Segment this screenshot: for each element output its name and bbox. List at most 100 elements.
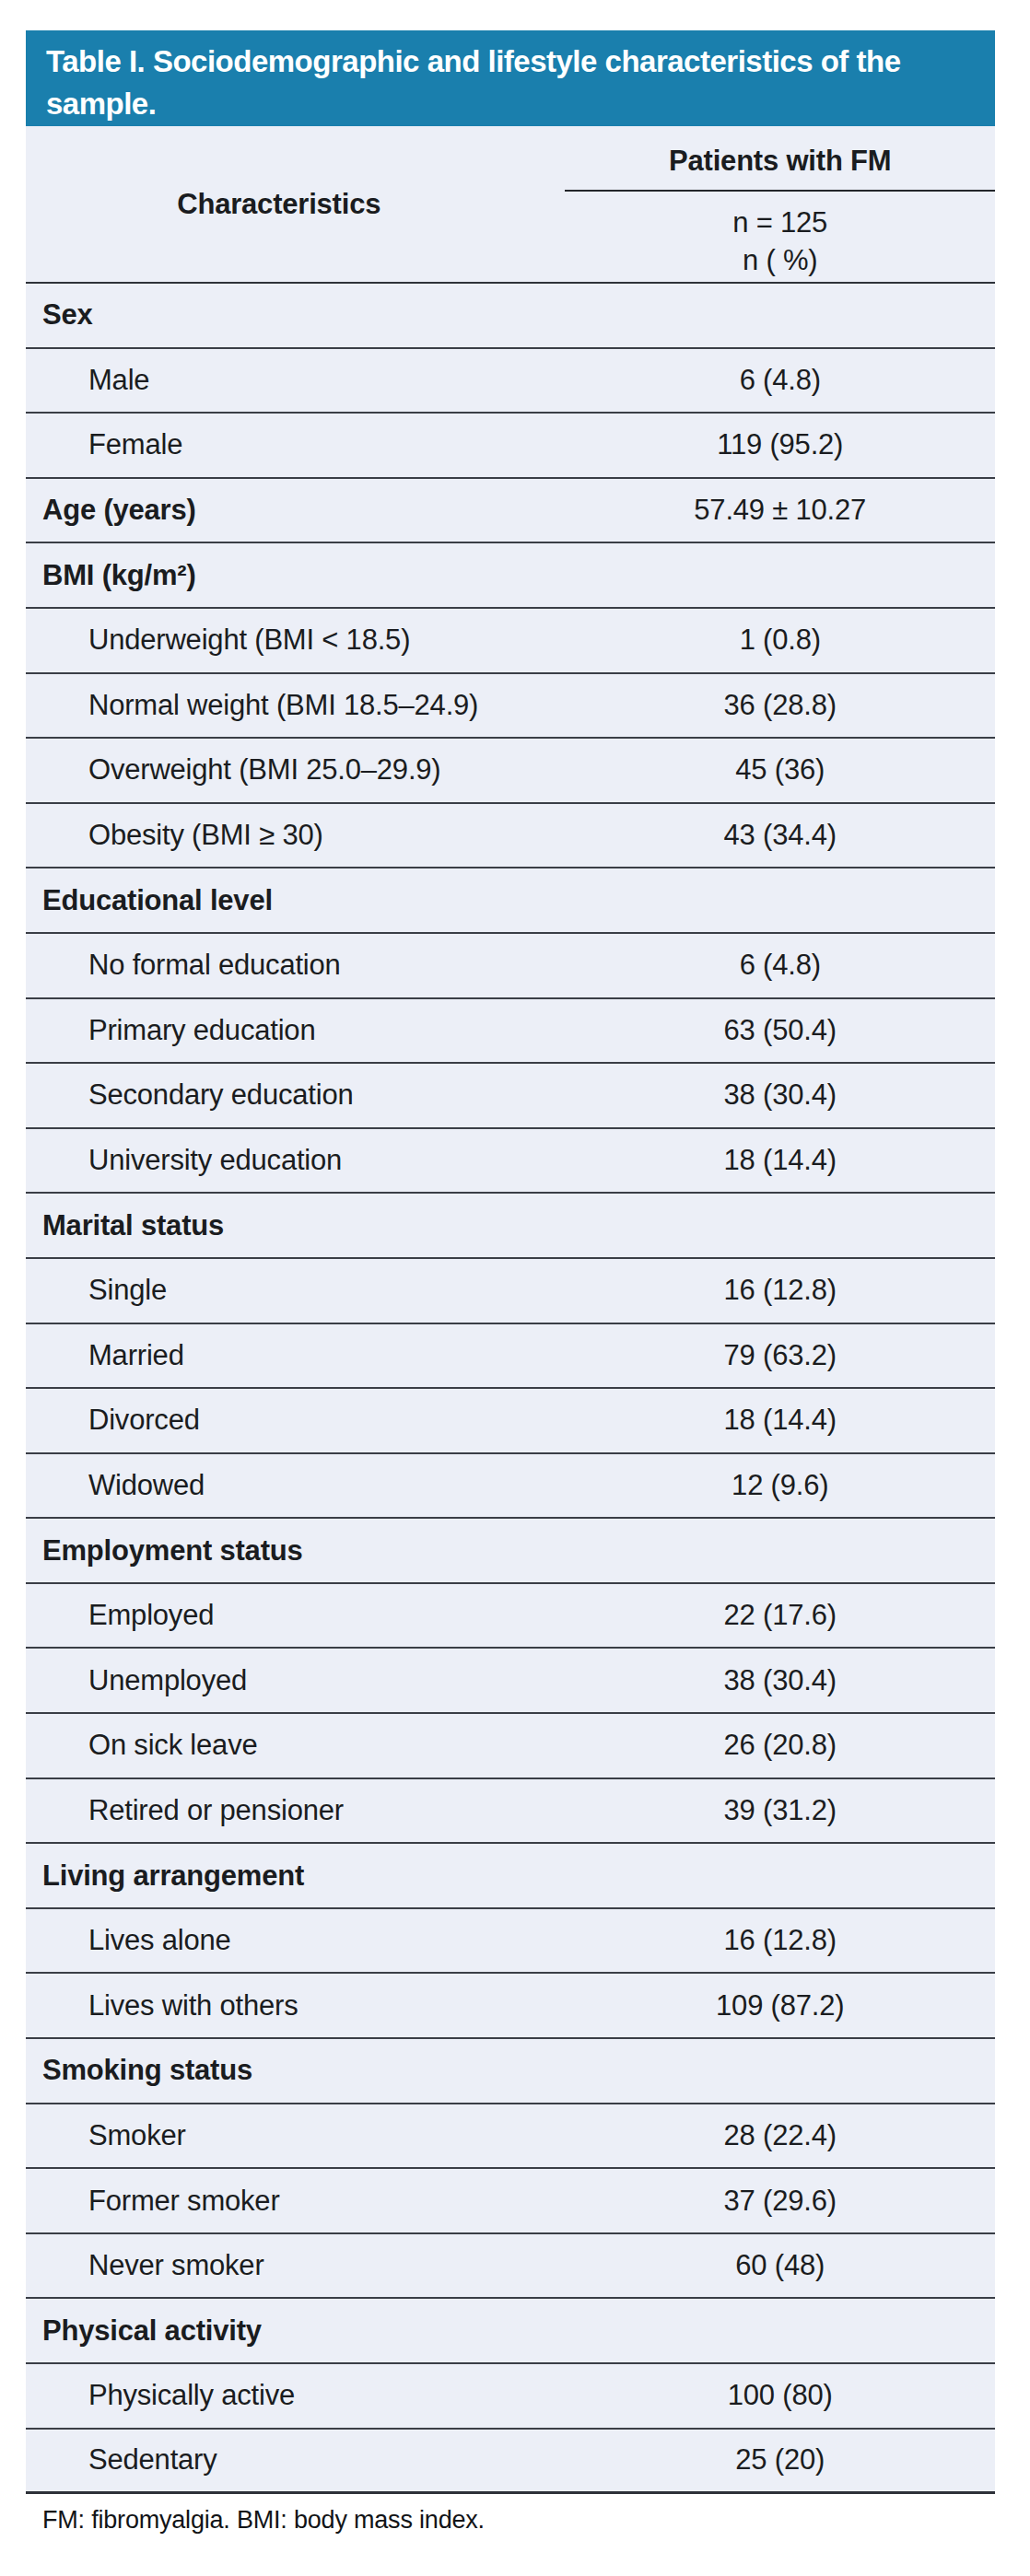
section-row: Age (years)57.49 ± 10.27 <box>26 479 995 544</box>
item-value: 38 (30.4) <box>565 1078 995 1112</box>
item-label: On sick leave <box>26 1729 565 1762</box>
item-value: 6 (4.8) <box>565 364 995 397</box>
section-label: BMI (kg/m²) <box>26 559 565 592</box>
group-header-cell: Patients with FM n = 125 n ( %) <box>565 126 995 282</box>
item-row: Widowed12 (9.6) <box>26 1454 995 1520</box>
item-label: Obesity (BMI ≥ 30) <box>26 819 565 852</box>
item-row: On sick leave26 (20.8) <box>26 1714 995 1779</box>
item-value: 38 (30.4) <box>565 1664 995 1697</box>
item-row: Primary education63 (50.4) <box>26 999 995 1065</box>
item-value: 18 (14.4) <box>565 1404 995 1437</box>
item-row: Unemployed38 (30.4) <box>26 1649 995 1714</box>
item-value: 22 (17.6) <box>565 1599 995 1632</box>
item-row: Overweight (BMI 25.0–29.9)45 (36) <box>26 739 995 804</box>
section-label: Sex <box>26 298 565 332</box>
item-row: Divorced18 (14.4) <box>26 1389 995 1454</box>
item-label: Smoker <box>26 2119 565 2152</box>
item-label: Underweight (BMI < 18.5) <box>26 624 565 657</box>
item-row: Lives with others109 (87.2) <box>26 1974 995 2039</box>
group-pct-label: n ( %) <box>565 239 995 282</box>
item-label: Normal weight (BMI 18.5–24.9) <box>26 689 565 722</box>
item-row: Retired or pensioner39 (31.2) <box>26 1779 995 1845</box>
section-label: Educational level <box>26 884 565 917</box>
section-row: Educational level <box>26 868 995 934</box>
item-label: Unemployed <box>26 1664 565 1697</box>
item-value: 43 (34.4) <box>565 819 995 852</box>
item-row: Normal weight (BMI 18.5–24.9)36 (28.8) <box>26 674 995 740</box>
item-row: Physically active100 (80) <box>26 2364 995 2430</box>
item-row: Single16 (12.8) <box>26 1259 995 1324</box>
item-row: Female119 (95.2) <box>26 414 995 479</box>
item-label: Former smoker <box>26 2185 565 2218</box>
section-label: Employment status <box>26 1534 565 1568</box>
section-row: Smoking status <box>26 2039 995 2104</box>
item-value: 63 (50.4) <box>565 1014 995 1047</box>
item-value: 37 (29.6) <box>565 2185 995 2218</box>
item-value: 45 (36) <box>565 753 995 787</box>
item-label: Physically active <box>26 2379 565 2412</box>
item-row: Married79 (63.2) <box>26 1324 995 1390</box>
item-value: 79 (63.2) <box>565 1339 995 1372</box>
section-row: Marital status <box>26 1194 995 1259</box>
item-row: Male6 (4.8) <box>26 349 995 414</box>
item-value: 6 (4.8) <box>565 949 995 982</box>
table: Table I. Sociodemographic and lifestyle … <box>26 30 995 2535</box>
item-label: Lives alone <box>26 1924 565 1957</box>
item-row: Employed22 (17.6) <box>26 1584 995 1649</box>
item-label: Primary education <box>26 1014 565 1047</box>
item-label: Secondary education <box>26 1078 565 1112</box>
item-label: Single <box>26 1274 565 1307</box>
item-label: Employed <box>26 1599 565 1632</box>
item-value: 36 (28.8) <box>565 689 995 722</box>
section-label: Physical activity <box>26 2314 565 2348</box>
item-label: Overweight (BMI 25.0–29.9) <box>26 753 565 787</box>
item-label: Lives with others <box>26 1989 565 2022</box>
item-row: Secondary education38 (30.4) <box>26 1064 995 1129</box>
section-label: Smoking status <box>26 2054 565 2087</box>
section-row: Sex <box>26 284 995 349</box>
item-row: Never smoker60 (48) <box>26 2234 995 2300</box>
item-value: 1 (0.8) <box>565 624 995 657</box>
item-row: Obesity (BMI ≥ 30)43 (34.4) <box>26 804 995 869</box>
item-label: No formal education <box>26 949 565 982</box>
column-header: Characteristics Patients with FM n = 125… <box>26 126 995 282</box>
item-label: Widowed <box>26 1469 565 1502</box>
group-n-label: n = 125 <box>565 192 995 239</box>
table-body: SexMale6 (4.8)Female119 (95.2)Age (years… <box>26 282 995 2494</box>
item-label: Divorced <box>26 1404 565 1437</box>
section-row: Living arrangement <box>26 1844 995 1909</box>
section-row: Employment status <box>26 1519 995 1584</box>
page: Table I. Sociodemographic and lifestyle … <box>0 0 1030 2576</box>
item-label: Never smoker <box>26 2249 565 2282</box>
section-value: 57.49 ± 10.27 <box>565 494 995 527</box>
item-row: Sedentary25 (20) <box>26 2430 995 2495</box>
characteristics-header: Characteristics <box>26 126 565 282</box>
section-label: Living arrangement <box>26 1859 565 1893</box>
item-value: 119 (95.2) <box>565 428 995 461</box>
table-title: Table I. Sociodemographic and lifestyle … <box>46 41 975 125</box>
item-row: University education18 (14.4) <box>26 1129 995 1195</box>
item-row: Underweight (BMI < 18.5)1 (0.8) <box>26 609 995 674</box>
section-row: Physical activity <box>26 2299 995 2364</box>
item-value: 16 (12.8) <box>565 1924 995 1957</box>
item-row: No formal education6 (4.8) <box>26 934 995 999</box>
section-label: Age (years) <box>26 494 565 527</box>
item-value: 109 (87.2) <box>565 1989 995 2022</box>
item-value: 26 (20.8) <box>565 1729 995 1762</box>
item-label: University education <box>26 1144 565 1177</box>
group-header-label: Patients with FM <box>565 126 995 190</box>
item-value: 25 (20) <box>565 2443 995 2477</box>
item-value: 16 (12.8) <box>565 1274 995 1307</box>
item-value: 39 (31.2) <box>565 1794 995 1827</box>
item-label: Male <box>26 364 565 397</box>
item-row: Lives alone16 (12.8) <box>26 1909 995 1975</box>
item-value: 60 (48) <box>565 2249 995 2282</box>
table-title-bar: Table I. Sociodemographic and lifestyle … <box>26 30 995 126</box>
section-label: Marital status <box>26 1209 565 1242</box>
item-row: Former smoker37 (29.6) <box>26 2169 995 2234</box>
footnote: FM: fibromyalgia. BMI: body mass index. <box>26 2506 995 2535</box>
item-value: 28 (22.4) <box>565 2119 995 2152</box>
item-label: Married <box>26 1339 565 1372</box>
item-value: 12 (9.6) <box>565 1469 995 1502</box>
item-label: Female <box>26 428 565 461</box>
